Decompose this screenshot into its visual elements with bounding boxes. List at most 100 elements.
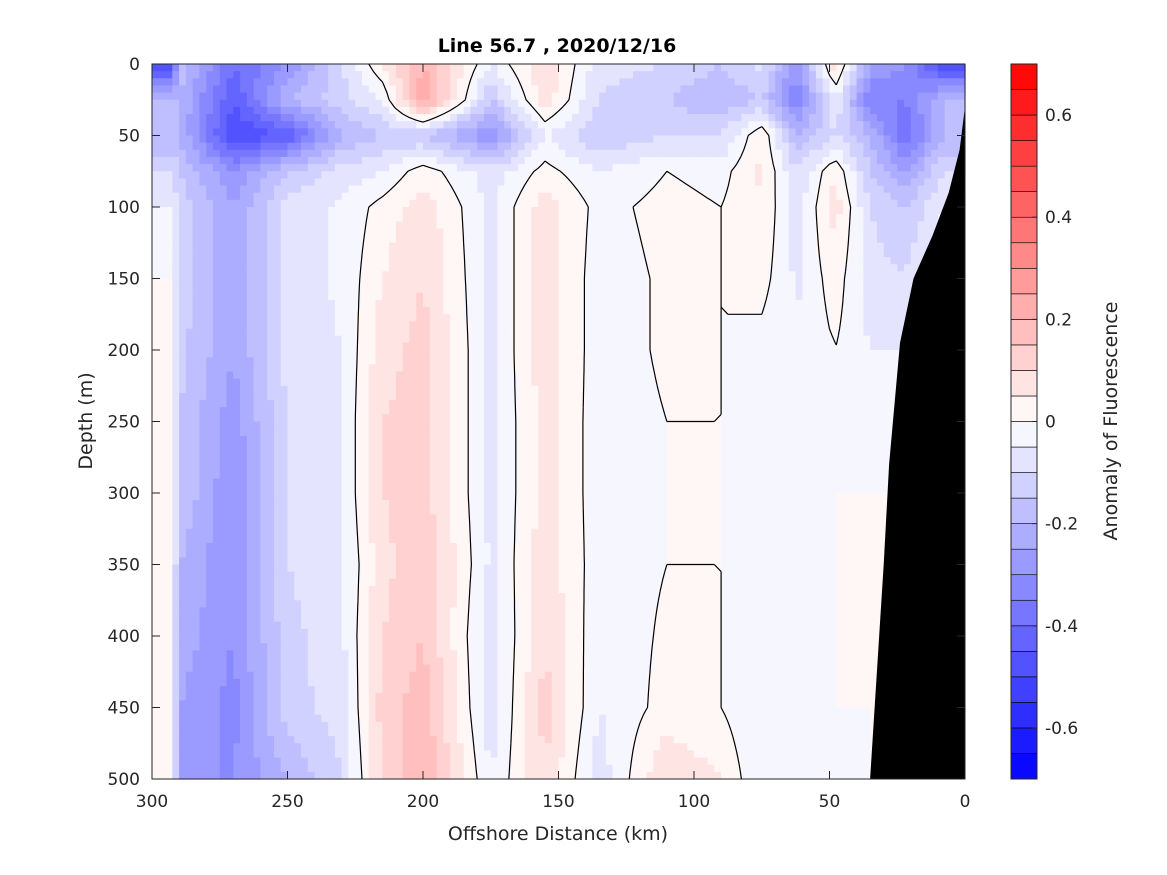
contour-cell	[395, 121, 404, 129]
contour-cell	[246, 664, 255, 673]
contour-cell	[375, 400, 383, 408]
contour-cell	[280, 121, 289, 129]
contour-cell	[294, 142, 302, 151]
contour-cell	[267, 378, 275, 387]
contour-cell	[267, 478, 275, 487]
contour-cell	[206, 392, 214, 401]
contour-cell	[341, 507, 350, 516]
contour-cell	[172, 664, 180, 673]
contour-cell	[287, 106, 295, 115]
contour-cell	[301, 335, 309, 344]
contour-cell	[301, 299, 309, 308]
contour-cell	[395, 707, 404, 716]
contour-cell	[355, 378, 363, 387]
contour-cell	[368, 736, 377, 744]
contour-cell	[409, 178, 417, 187]
contour-cell	[450, 514, 458, 523]
contour-cell	[226, 400, 234, 408]
contour-cell	[165, 485, 173, 494]
contour-cell	[158, 543, 167, 551]
contour-cell	[267, 149, 275, 158]
contour-cell	[233, 535, 241, 544]
contour-cell	[260, 385, 268, 394]
contour-cell	[192, 171, 201, 179]
contour-cell	[470, 364, 478, 373]
contour-cell	[273, 314, 282, 322]
contour-cell	[321, 71, 329, 79]
contour-cell	[375, 371, 383, 380]
contour-cell	[423, 671, 431, 680]
contour-cell	[341, 364, 350, 373]
contour-cell	[328, 664, 336, 673]
contour-cell	[219, 142, 228, 151]
contour-cell	[307, 671, 316, 680]
contour-cell	[294, 342, 302, 351]
contour-cell	[246, 571, 255, 580]
contour-cell	[172, 207, 180, 215]
contour-cell	[301, 257, 309, 265]
contour-cell	[152, 535, 160, 544]
contour-cell	[206, 156, 214, 165]
contour-cell	[341, 764, 350, 773]
contour-cell	[362, 199, 370, 208]
contour-cell	[456, 299, 465, 308]
contour-cell	[212, 164, 221, 172]
contour-cell	[348, 600, 356, 608]
contour-cell	[165, 471, 173, 480]
contour-cell	[273, 106, 282, 115]
contour-cell	[307, 257, 316, 265]
contour-cell	[212, 142, 221, 151]
contour-cell	[368, 771, 377, 780]
contour-cell	[307, 650, 316, 659]
contour-cell	[328, 371, 336, 380]
contour-cell	[328, 92, 336, 101]
contour-cell	[240, 636, 248, 644]
contour-cell	[267, 385, 275, 394]
contour-cell	[402, 350, 411, 358]
contour-cell	[450, 550, 458, 558]
contour-cell	[470, 535, 478, 544]
contour-cell	[355, 214, 363, 222]
contour-cell	[375, 171, 383, 179]
contour-cell	[429, 364, 438, 373]
contour-cell	[301, 485, 309, 494]
contour-cell	[301, 307, 309, 315]
contour-cell	[402, 171, 411, 179]
contour-cell	[355, 643, 363, 651]
contour-cell	[341, 628, 350, 637]
contour-cell	[355, 171, 363, 179]
contour-cell	[456, 264, 465, 272]
contour-cell	[172, 743, 180, 751]
contour-cell	[179, 743, 187, 751]
contour-cell	[226, 128, 234, 137]
contour-cell	[172, 71, 180, 79]
contour-cell	[287, 228, 295, 237]
contour-cell	[226, 142, 234, 151]
contour-cell	[253, 478, 261, 487]
contour-cell	[280, 350, 289, 358]
contour-cell	[294, 92, 302, 101]
contour-cell	[165, 721, 173, 730]
contour-cell	[463, 771, 472, 780]
contour-cell	[375, 121, 383, 129]
contour-cell	[246, 335, 255, 344]
contour-cell	[402, 199, 411, 208]
contour-cell	[158, 357, 167, 365]
contour-cell	[409, 307, 417, 315]
contour-cell	[470, 321, 478, 330]
contour-cell	[172, 178, 180, 187]
contour-cell	[443, 278, 451, 287]
contour-cell	[307, 378, 316, 387]
contour-cell	[152, 221, 160, 230]
contour-cell	[483, 78, 492, 87]
contour-cell	[429, 85, 438, 94]
contour-cell	[375, 514, 383, 523]
contour-cell	[382, 64, 390, 72]
contour-cell	[314, 164, 322, 172]
contour-cell	[334, 257, 343, 265]
contour-cell	[165, 757, 173, 766]
contour-cell	[165, 342, 173, 351]
contour-cell	[362, 271, 370, 280]
contour-cell	[260, 650, 268, 659]
contour-cell	[456, 392, 465, 401]
